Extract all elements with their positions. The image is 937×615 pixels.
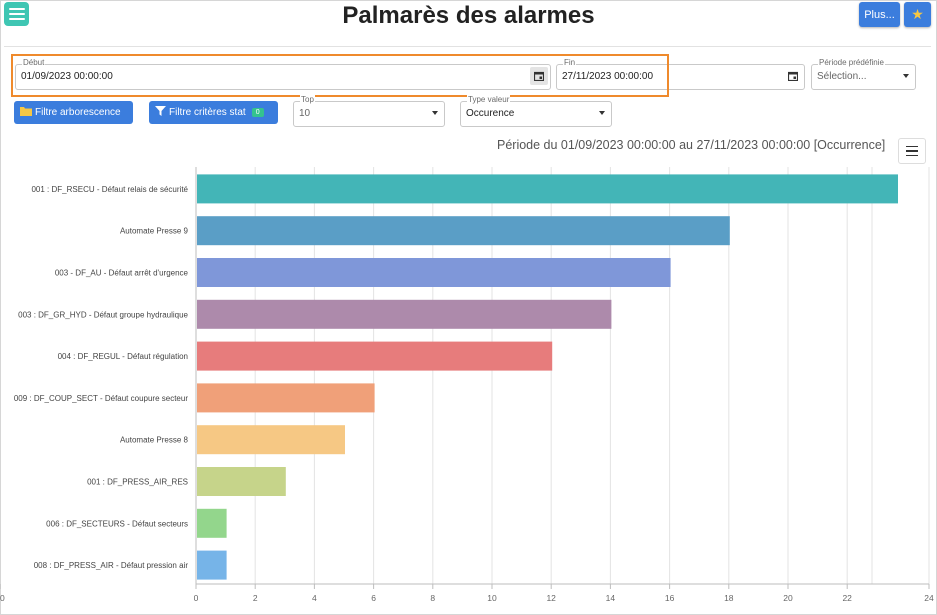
- periode-value: Sélection...: [817, 71, 867, 82]
- category-label: 004 : DF_REGUL - Défaut régulation: [58, 352, 188, 361]
- category-label: 009 : DF_COUP_SECT - Défaut coupure sect…: [14, 394, 188, 403]
- category-label: 003 : DF_GR_HYD - Défaut groupe hydrauli…: [18, 310, 188, 319]
- header-divider: [4, 46, 931, 47]
- plus-button[interactable]: Plus...: [859, 2, 900, 27]
- x-tick-label: 10: [487, 593, 497, 603]
- page-title: Palmarès des alarmes: [342, 2, 595, 29]
- x-tick-label: 22: [842, 593, 852, 603]
- bar[interactable]: [197, 508, 227, 538]
- category-label: 001 : DF_RSECU - Défaut relais de sécuri…: [31, 185, 188, 194]
- x-tick-label: 2: [253, 593, 258, 603]
- chevron-down-icon: [432, 111, 438, 115]
- hamburger-menu-button[interactable]: [4, 2, 29, 26]
- periode-label: Période prédéfinie: [818, 58, 885, 68]
- type-valeur-value: Occurence: [466, 108, 515, 119]
- top-select[interactable]: Top 10: [293, 95, 445, 127]
- category-label: 006 : DF_SECTEURS - Défaut secteurs: [46, 519, 188, 528]
- bar[interactable]: [197, 258, 671, 287]
- type-valeur-label: Type valeur: [467, 95, 511, 105]
- star-icon: ★: [911, 6, 924, 22]
- bar[interactable]: [197, 425, 345, 455]
- x-tick-label: 6: [371, 593, 376, 603]
- fin-date-field[interactable]: Fin 27/11/2023 00:00:00: [556, 58, 805, 90]
- x-tick-label: 20: [783, 593, 793, 603]
- calendar-icon[interactable]: [530, 67, 548, 85]
- fin-label: Fin: [563, 58, 577, 68]
- x-tick-label: 40: [0, 593, 5, 603]
- calendar-icon[interactable]: [784, 67, 802, 85]
- filtre-arborescence-label: Filtre arborescence: [35, 107, 121, 118]
- bar[interactable]: [197, 550, 227, 580]
- filtre-arborescence-button[interactable]: Filtre arborescence: [14, 101, 133, 124]
- folder-icon: [20, 106, 32, 119]
- debut-date-field[interactable]: Début 01/09/2023 00:00:00: [15, 58, 551, 90]
- x-tick-label: 16: [665, 593, 675, 603]
- favorite-button[interactable]: ★: [904, 2, 931, 27]
- category-label: Automate Presse 9: [120, 227, 189, 236]
- bar[interactable]: [197, 216, 730, 246]
- bar[interactable]: [197, 467, 286, 496]
- category-label: Automate Presse 8: [120, 436, 189, 445]
- filtre-criteres-stat-button[interactable]: Filtre critères stat 0: [149, 101, 278, 124]
- x-tick-label: 12: [546, 593, 556, 603]
- chevron-down-icon: [599, 111, 605, 115]
- x-tick-label: 0: [194, 593, 199, 603]
- period-summary: Période du 01/09/2023 00:00:00 au 27/11/…: [497, 138, 886, 152]
- filtre-criteres-stat-label: Filtre critères stat: [169, 107, 246, 118]
- top-value: 10: [299, 108, 311, 119]
- periode-predefinie-select[interactable]: Période prédéfinie Sélection...: [811, 58, 916, 90]
- x-tick-label: 24: [924, 593, 934, 603]
- filter-icon: [155, 106, 166, 119]
- bar[interactable]: [197, 341, 553, 371]
- fin-value[interactable]: 27/11/2023 00:00:00: [562, 71, 654, 82]
- x-tick-label: 14: [606, 593, 616, 603]
- x-tick-label: 18: [724, 593, 734, 603]
- bar[interactable]: [197, 174, 898, 204]
- top-label: Top: [300, 95, 315, 105]
- bar[interactable]: [197, 299, 612, 329]
- x-tick-label: 8: [430, 593, 435, 603]
- chart-menu-button[interactable]: [898, 138, 926, 164]
- debut-value[interactable]: 01/09/2023 00:00:00: [21, 71, 113, 82]
- date-range-highlight: [11, 54, 669, 97]
- category-label: 008 : DF_PRESS_AIR - Défaut pression air: [34, 561, 189, 570]
- chevron-down-icon: [903, 74, 909, 78]
- type-valeur-select[interactable]: Type valeur Occurence: [460, 95, 612, 127]
- stat-count-badge: 0: [251, 108, 264, 117]
- category-label: 003 - DF_AU - Défaut arrêt d'urgence: [55, 269, 189, 278]
- category-label: 001 : DF_PRESS_AIR_RES: [87, 478, 188, 487]
- debut-label: Début: [22, 58, 46, 68]
- bar[interactable]: [197, 383, 375, 413]
- x-tick-label: 4: [312, 593, 317, 603]
